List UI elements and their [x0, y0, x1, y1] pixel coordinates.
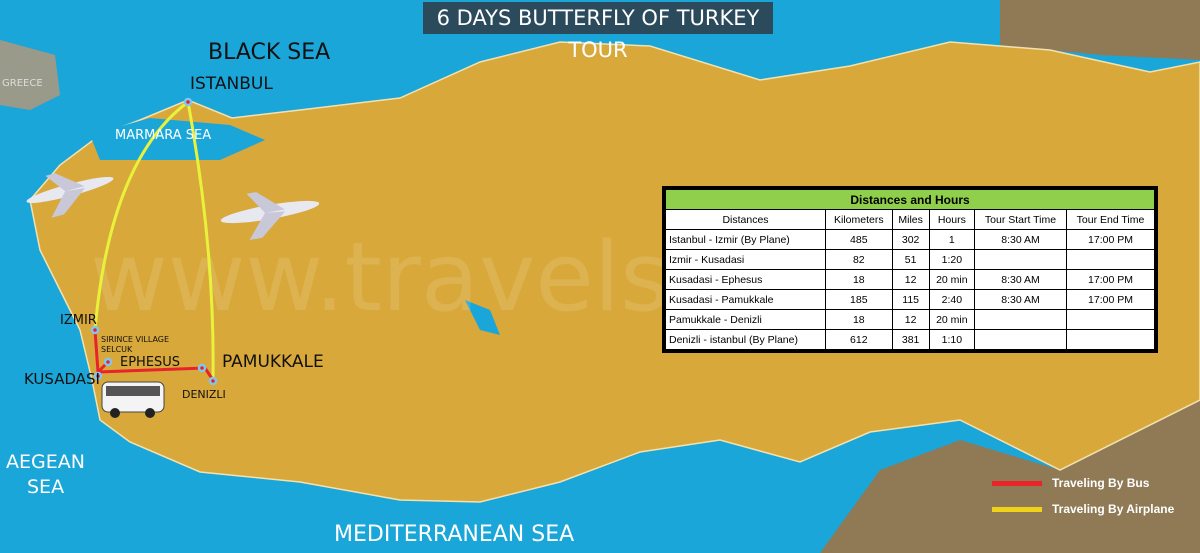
table-cell	[973, 249, 1068, 270]
table-cell: 1	[928, 229, 976, 250]
table-cell: 8:30 AM	[973, 269, 1068, 290]
column-header: Tour Start Time	[973, 209, 1068, 230]
location-marker-icon	[90, 325, 100, 335]
table-cell: Denizli - istanbul (By Plane)	[665, 329, 826, 350]
table-cell: 1:20	[928, 249, 976, 270]
label-sirince: SIRINCE VILLAGE	[101, 335, 170, 344]
table-cell: 115	[891, 289, 930, 310]
column-header: Kilometers	[825, 209, 893, 230]
column-header: Miles	[891, 209, 930, 230]
label-denizli: DENIZLI	[182, 388, 226, 401]
table-cell: 1:10	[928, 329, 976, 350]
column-header: Hours	[928, 209, 976, 230]
bus-icon	[101, 381, 165, 418]
table-cell: 82	[825, 249, 893, 270]
legend-item: Traveling By Bus	[992, 470, 1174, 496]
legend-label: Traveling By Airplane	[1052, 502, 1175, 516]
table-cell: 51	[891, 249, 930, 270]
location-marker-icon	[103, 357, 113, 367]
table-cell: 302	[891, 229, 930, 250]
lake	[465, 300, 500, 335]
table-cell: 20 min	[928, 309, 976, 330]
label-black-sea: BLACK SEA	[208, 40, 331, 65]
table-cell: 18	[825, 269, 893, 290]
table-cell: Pamukkale - Denizli	[665, 309, 826, 330]
table-row: Denizli - istanbul (By Plane) 612 381 1:10	[665, 329, 1155, 350]
legend-swatch	[992, 506, 1042, 512]
location-marker-icon	[197, 363, 207, 373]
label-greece: GREECE	[2, 78, 43, 89]
label-aegean-sea-1: AEGEAN	[6, 451, 85, 473]
location-marker-icon	[208, 376, 218, 386]
table-cell: 12	[891, 309, 930, 330]
label-aegean-sea-2: SEA	[27, 476, 65, 498]
label-ephesus: EPHESUS	[120, 355, 181, 370]
label-mediterranean-sea: MEDITERRANEAN SEA	[334, 522, 575, 547]
legend-item: Traveling By Airplane	[992, 496, 1174, 522]
table-cell: Istanbul - Izmir (By Plane)	[665, 229, 826, 250]
label-kusadasi: KUSADASI	[24, 370, 100, 388]
table-cell: 17:00 PM	[1066, 289, 1155, 310]
label-izmir: IZMIR	[60, 313, 97, 328]
table-row: Istanbul - Izmir (By Plane) 485 302 1 8:30 A…	[665, 229, 1155, 250]
airplane-icon	[26, 173, 114, 218]
table-cell: 485	[825, 229, 893, 250]
table-cell: 12	[891, 269, 930, 290]
table-cell	[1066, 309, 1155, 330]
label-istanbul: ISTANBUL	[190, 74, 273, 94]
table-cell: 612	[825, 329, 893, 350]
table-header-row: Distances Kilometers Miles Hours Tour Start …	[665, 209, 1155, 230]
label-selcuk: SELCUK	[101, 345, 133, 354]
table-row: Pamukkale - Denizli 18 12 20 min	[665, 309, 1155, 330]
column-header: Distances	[665, 209, 826, 230]
table-cell: 17:00 PM	[1066, 229, 1155, 250]
airplane-icon	[220, 192, 320, 240]
table-cell: 185	[825, 289, 893, 310]
table-title: Distances and Hours	[665, 189, 1155, 210]
column-header: Tour End Time	[1066, 209, 1155, 230]
table-cell: 17:00 PM	[1066, 269, 1155, 290]
table-cell: 8:30 AM	[973, 229, 1068, 250]
table-cell: Kusadasi - Pamukkale	[665, 289, 826, 310]
location-marker-icon	[183, 97, 193, 107]
greece-land	[0, 40, 60, 110]
table-cell: Izmir - Kusadasi	[665, 249, 826, 270]
legend: Traveling By Bus Traveling By Airplane	[992, 470, 1174, 522]
table-row: Kusadasi - Ephesus 18 12 20 min 8:30 AM 17:00…	[665, 269, 1155, 290]
table-row: Izmir - Kusadasi 82 51 1:20	[665, 249, 1155, 270]
location-marker-icon	[93, 371, 103, 381]
marmara-sea	[90, 118, 265, 160]
label-pamukkale: PAMUKKALE	[222, 352, 324, 372]
legend-label: Traveling By Bus	[1052, 476, 1150, 490]
table-row: Kusadasi - Pamukkale 185 115 2:40 8:30 AM 17:…	[665, 289, 1155, 310]
distances-table: Distances and Hours Distances Kilometers M…	[662, 186, 1158, 353]
table-cell: 381	[891, 329, 930, 350]
syria-iraq-land	[820, 400, 1200, 553]
table-cell: 2:40	[928, 289, 976, 310]
table-cell: 8:30 AM	[973, 289, 1068, 310]
table-cell: Kusadasi - Ephesus	[665, 269, 826, 290]
table-cell	[1066, 249, 1155, 270]
table-cell	[973, 329, 1068, 350]
caucasus-land	[1000, 0, 1200, 60]
label-marmara-sea: MARMARA SEA	[115, 128, 212, 143]
page-title: 6 DAYS BUTTERFLY OF TURKEY TOUR	[423, 2, 773, 62]
table-cell: 18	[825, 309, 893, 330]
legend-swatch	[992, 480, 1042, 486]
turkey-land	[29, 41, 1200, 503]
table-cell	[1066, 329, 1155, 350]
table-cell	[973, 309, 1068, 330]
table-cell: 20 min	[928, 269, 976, 290]
